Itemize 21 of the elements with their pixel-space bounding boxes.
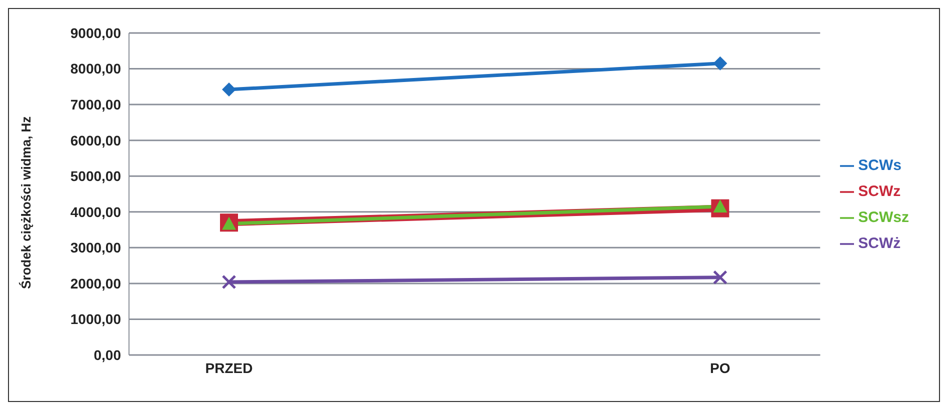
y-tick-label: 3000,00 — [70, 240, 122, 256]
point — [713, 56, 728, 70]
legend-label: SCWz — [858, 183, 901, 200]
y-tick-label: 4000,00 — [70, 204, 122, 220]
x-tick-label: PRZED — [205, 360, 253, 376]
point — [712, 270, 728, 285]
y-axis-title: Środek ciężkości widma, Hz — [18, 116, 34, 289]
y-tick-label: 7000,00 — [70, 96, 122, 113]
legend-label: SCWsz — [858, 209, 909, 226]
y-tick-label: 0,00 — [94, 346, 122, 363]
y-tick-label: 9000,00 — [70, 24, 122, 41]
y-tick-label: 1000,00 — [70, 311, 122, 328]
legend-label: SCWż — [858, 235, 901, 252]
y-tick-label: 2000,00 — [70, 275, 122, 292]
x-tick-label: PO — [710, 360, 730, 376]
point — [222, 274, 236, 290]
y-tick-label: 8000,00 — [70, 60, 122, 77]
point — [222, 82, 236, 97]
y-tick-label: 5000,00 — [70, 168, 122, 184]
legend-label: SCWs — [858, 157, 902, 174]
y-tick-label: 6000,00 — [70, 132, 122, 148]
